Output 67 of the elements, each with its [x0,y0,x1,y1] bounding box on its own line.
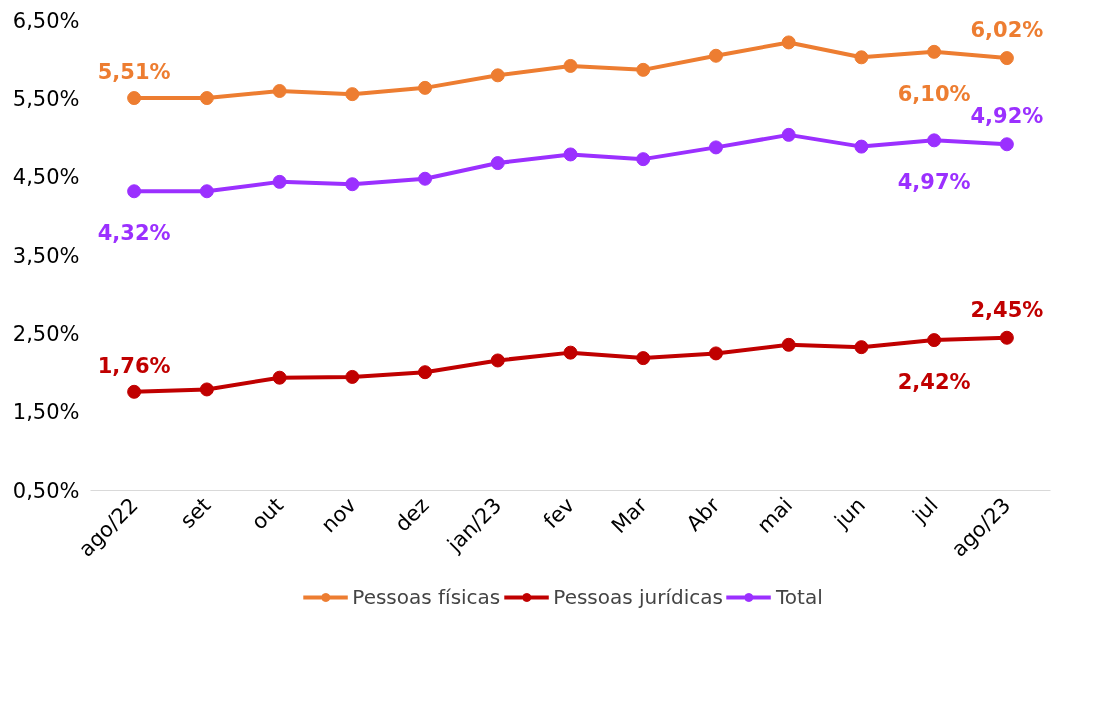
point [345,177,360,192]
legend-label: Total [776,585,823,609]
point [418,171,433,186]
point [708,346,723,361]
y-tick-label: 6,50% [12,8,80,33]
point [999,137,1014,152]
data-label: 2,45% [970,297,1044,322]
point [781,35,796,50]
data-label: 6,10% [897,81,971,106]
point [490,353,505,368]
data-label: 4,32% [97,221,171,246]
x-tick-label: out [246,493,289,535]
point [708,48,723,63]
data-label: 1,76% [97,353,171,378]
point [127,384,142,399]
point [854,139,869,154]
legend-label: Pessoas físicas [352,585,501,609]
point [927,133,942,148]
point [490,68,505,83]
y-tick-label: 1,50% [12,400,80,425]
point [854,50,869,65]
point [781,127,796,142]
point [127,91,142,106]
data-label: 6,02% [970,18,1044,43]
point [563,147,578,162]
point [199,382,214,397]
x-tick-label: jun [829,493,870,534]
data-label: 5,51% [97,60,171,85]
point [418,80,433,95]
x-tick-label: Mar [606,492,652,538]
x-tick-label: Abr [681,492,725,536]
point [636,152,651,167]
legend-label: Pessoas jurídicas [553,585,723,609]
point [708,140,723,155]
x-tick-label: set [175,493,216,533]
y-tick-label: 3,50% [12,243,80,268]
point [272,370,287,385]
y-tick-label: 4,50% [12,165,80,190]
x-tick-label: dez [390,493,434,537]
point [272,84,287,98]
y-tick-label: 5,50% [12,86,80,111]
point [781,337,796,352]
point [199,184,214,199]
data-label: 4,92% [970,104,1044,129]
point [199,91,214,106]
point [563,345,578,360]
point [636,351,651,366]
point [272,174,287,189]
point [927,333,942,348]
x-tick-label: jul [907,493,943,529]
point [127,184,142,199]
point [418,365,433,380]
point [636,62,651,77]
data-label: 4,97% [897,170,971,195]
point [927,44,942,59]
point [345,369,360,384]
y-tick-label: 2,50% [12,321,80,346]
x-tick-label: fev [538,493,579,534]
point [345,87,360,102]
point [490,156,505,171]
point [999,51,1014,66]
point [563,58,578,73]
point [854,340,869,355]
data-label: 2,42% [897,370,971,395]
y-tick-label: 0,50% [12,478,80,503]
x-tick-label: nov [316,493,361,538]
point [999,330,1014,345]
